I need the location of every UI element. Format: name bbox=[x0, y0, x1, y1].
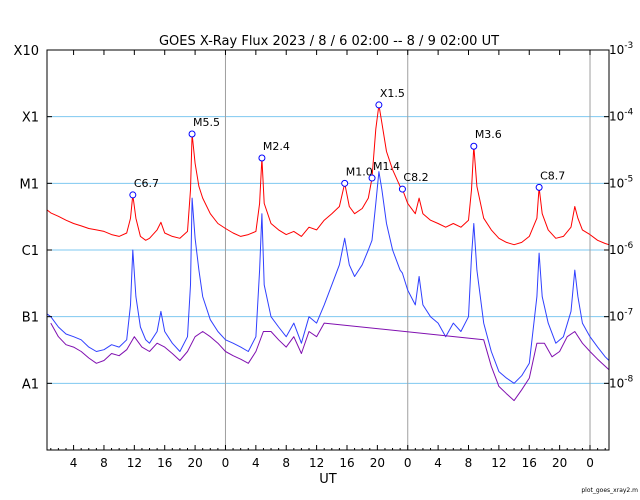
flare-label: X1.5 bbox=[380, 87, 405, 100]
x-tick-label: 4 bbox=[70, 456, 78, 470]
grid-lines bbox=[47, 116, 609, 384]
flare-marker bbox=[258, 154, 266, 162]
x-tick-label: 0 bbox=[404, 456, 412, 470]
x-tick-label: 16 bbox=[339, 456, 354, 470]
flare-label: C8.2 bbox=[403, 171, 428, 184]
flare-markers: C6.7 M5.5 M2.4 M1.0 M1.4 X1.5 C8.2 M3.6 C8.7 bbox=[129, 87, 565, 199]
flare-marker bbox=[535, 183, 543, 191]
flare-label: C8.7 bbox=[540, 169, 565, 182]
flare-marker bbox=[470, 142, 478, 150]
right-axis-exponent: -6 bbox=[624, 241, 633, 251]
footer-text: plot_goes_xray2.m bbox=[581, 487, 638, 494]
x-axis-ticks: 4 8 12 16 20 0 4 8 12 16 20 0 4 8 12 16 20 0 bbox=[50, 50, 606, 470]
x-tick-label: 8 bbox=[465, 456, 473, 470]
x-tick-label: 8 bbox=[282, 456, 290, 470]
flux-series-line bbox=[46, 104, 610, 246]
flare-label: C6.7 bbox=[134, 177, 159, 190]
right-axis-labels: 10-3 10-4 10-5 10-6 10-7 10-8 bbox=[604, 41, 634, 390]
flare-label: M1.4 bbox=[373, 160, 400, 173]
flare-marker bbox=[341, 179, 349, 187]
x-tick-label: 0 bbox=[586, 456, 594, 470]
x-tick-label: 20 bbox=[370, 456, 385, 470]
flare-label: M5.5 bbox=[193, 116, 220, 129]
flare-marker bbox=[188, 130, 196, 138]
chart-title: GOES X-Ray Flux 2023 / 8 / 6 02:00 -- 8 … bbox=[159, 34, 499, 49]
right-axis-label: 10-7 bbox=[609, 308, 633, 324]
right-axis-label: 10-3 bbox=[609, 41, 633, 57]
flux-series-line bbox=[50, 322, 610, 402]
x-tick-label: 12 bbox=[491, 456, 506, 470]
flux-series bbox=[46, 104, 610, 402]
left-axis-label: M1 bbox=[20, 177, 40, 192]
x-tick-label: 16 bbox=[522, 456, 537, 470]
right-axis-exponent: -4 bbox=[624, 108, 633, 118]
flare-marker bbox=[129, 191, 137, 199]
left-axis-label: A1 bbox=[22, 377, 39, 392]
flux-series-line bbox=[46, 171, 610, 384]
flare-label: M3.6 bbox=[475, 128, 502, 141]
right-axis-label: 10-4 bbox=[609, 108, 634, 124]
right-axis-label: 10-8 bbox=[609, 374, 634, 390]
flare-label: M1.0 bbox=[346, 165, 373, 178]
x-tick-label: 4 bbox=[434, 456, 442, 470]
x-tick-label: 20 bbox=[187, 456, 202, 470]
left-axis-label: C1 bbox=[22, 244, 39, 259]
right-axis-exponent: -5 bbox=[624, 174, 633, 184]
right-axis-exponent: -3 bbox=[624, 41, 633, 51]
x-tick-label: 4 bbox=[252, 456, 260, 470]
left-axis-labels: X10 X1 M1 C1 B1 A1 bbox=[14, 44, 52, 392]
left-axis-label: X1 bbox=[22, 111, 39, 126]
x-tick-label: 12 bbox=[127, 456, 142, 470]
flare-marker bbox=[375, 101, 383, 109]
right-axis-exponent: -8 bbox=[624, 374, 633, 384]
x-tick-label: 12 bbox=[309, 456, 324, 470]
x-tick-label: 16 bbox=[157, 456, 172, 470]
x-tick-label: 20 bbox=[552, 456, 567, 470]
x-tick-label: 8 bbox=[100, 456, 108, 470]
right-axis-exponent: -7 bbox=[624, 308, 633, 318]
flare-marker bbox=[398, 185, 406, 193]
day-boundary-lines bbox=[224, 50, 591, 450]
right-axis-label: 10-5 bbox=[609, 174, 633, 190]
right-axis-label: 10-6 bbox=[609, 241, 634, 257]
flare-marker bbox=[368, 174, 376, 182]
left-axis-label: B1 bbox=[22, 311, 39, 326]
left-axis-label: X10 bbox=[14, 44, 39, 59]
x-tick-label: 0 bbox=[222, 456, 230, 470]
flare-label: M2.4 bbox=[263, 140, 290, 153]
x-axis-label: UT bbox=[319, 472, 337, 487]
